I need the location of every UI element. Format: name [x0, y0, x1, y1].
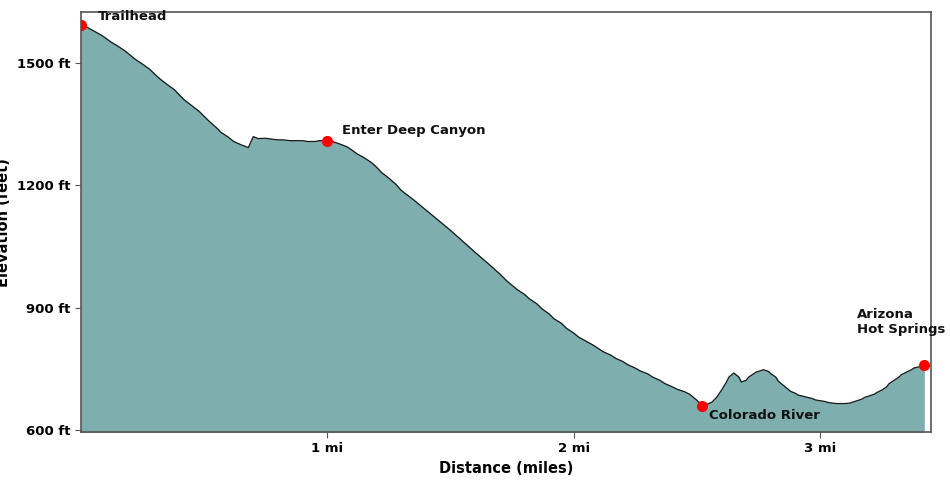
- Text: Trailhead: Trailhead: [98, 10, 167, 23]
- X-axis label: Distance (miles): Distance (miles): [439, 461, 573, 476]
- Y-axis label: Elevation (feet): Elevation (feet): [0, 158, 11, 287]
- Text: Arizona
Hot Springs: Arizona Hot Springs: [857, 308, 945, 336]
- Text: Colorado River: Colorado River: [710, 409, 820, 422]
- Text: Enter Deep Canyon: Enter Deep Canyon: [342, 124, 485, 137]
